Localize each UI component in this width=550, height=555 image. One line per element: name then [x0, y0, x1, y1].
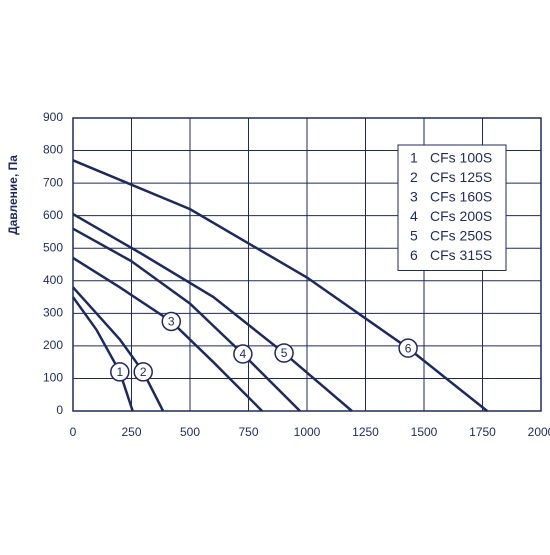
- y-tick-label: 400: [43, 273, 63, 287]
- legend-label: CFs 315S: [430, 247, 492, 263]
- legend-number: 5: [410, 228, 418, 244]
- plot-frame: [72, 117, 542, 412]
- x-tick-label: 750: [238, 425, 258, 439]
- x-tick-label: 1250: [352, 425, 379, 439]
- legend-label: CFs 250S: [430, 228, 492, 244]
- curve-label: 1: [116, 365, 123, 379]
- x-tick-label: 0: [70, 425, 77, 439]
- y-tick-label: 0: [56, 403, 63, 417]
- legend-number: 3: [410, 189, 418, 205]
- y-tick-label: 900: [43, 110, 63, 124]
- x-tick-label: 1000: [294, 425, 321, 439]
- legend-number: 1: [410, 150, 418, 166]
- y-tick-label: 100: [43, 371, 63, 385]
- curve-label-circle: [161, 311, 182, 332]
- x-tick-label: 500: [180, 425, 200, 439]
- y-tick-label: 300: [43, 306, 63, 320]
- curve: [72, 286, 165, 412]
- legend-box: [397, 144, 507, 271]
- y-tick-label: 500: [43, 240, 63, 254]
- legend-number: 4: [410, 208, 418, 224]
- curve: [72, 212, 353, 412]
- curve-label-circle: [398, 338, 418, 358]
- legend-label: CFs 200S: [430, 208, 492, 224]
- x-tick-label: 2000: [528, 425, 550, 439]
- y-axis-title: Давление, Па: [6, 155, 20, 235]
- curve-label: 2: [140, 365, 147, 379]
- x-tick-label: 250: [121, 425, 141, 439]
- curve-label-circle: [110, 362, 130, 382]
- legend-label: CFs 100S: [430, 150, 492, 166]
- curve: [72, 227, 301, 412]
- curve-label: 6: [405, 341, 412, 355]
- x-tick-label: 1750: [469, 425, 496, 439]
- curve-label: 4: [240, 347, 247, 361]
- curve: [72, 159, 488, 412]
- legend-number: 2: [410, 169, 418, 185]
- curve-label: 5: [281, 346, 288, 360]
- y-tick-label: 600: [43, 208, 63, 222]
- curve-label-circle: [133, 362, 153, 382]
- x-tick-label: 1500: [411, 425, 438, 439]
- curve-label-circle: [274, 343, 294, 363]
- y-tick-label: 700: [43, 175, 63, 189]
- legend-label: CFs 160S: [430, 189, 492, 205]
- legend-label: CFs 125S: [430, 169, 492, 185]
- curve: [71, 296, 134, 412]
- curve-label-circle: [233, 344, 253, 364]
- y-tick-label: 200: [43, 338, 63, 352]
- legend-number: 6: [410, 247, 418, 263]
- curve-label: 3: [168, 315, 175, 329]
- y-tick-label: 800: [43, 143, 63, 157]
